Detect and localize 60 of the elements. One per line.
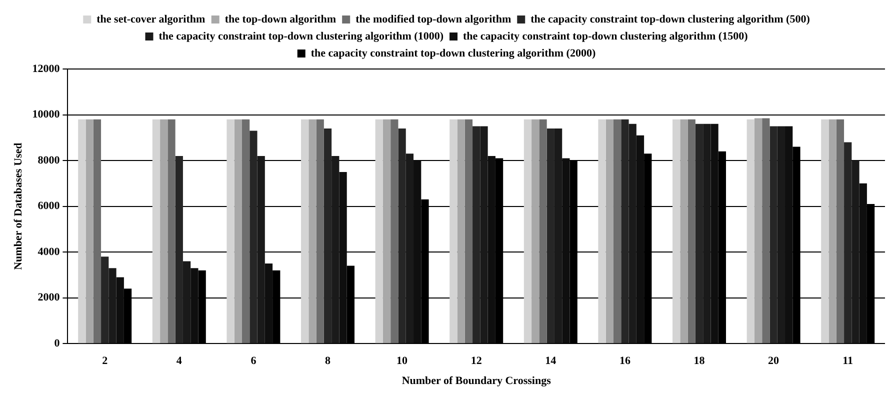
legend-label: the top-down algorithm bbox=[224, 13, 336, 26]
bar bbox=[613, 119, 622, 344]
y-tick-label: 6000 bbox=[38, 200, 60, 212]
bar bbox=[450, 119, 458, 344]
bar bbox=[226, 119, 234, 344]
bar bbox=[152, 119, 160, 344]
y-tick-label: 12000 bbox=[32, 62, 60, 75]
bar bbox=[78, 119, 86, 344]
x-tick-label: 10 bbox=[396, 355, 408, 368]
x-tick-label: 16 bbox=[619, 355, 631, 368]
legend-label: the capacity constraint top-down clustering algorithm (500) bbox=[530, 13, 810, 26]
bar bbox=[308, 119, 316, 344]
x-tick-label: 11 bbox=[842, 355, 854, 368]
bar bbox=[316, 119, 324, 344]
bar bbox=[234, 119, 242, 344]
bar bbox=[390, 119, 398, 344]
bar bbox=[606, 119, 614, 344]
legend-label: the capacity constraint top-down clustering algorithm (2000) bbox=[310, 47, 596, 60]
bar bbox=[836, 119, 844, 344]
bar bbox=[464, 119, 473, 344]
x-tick-label: 12 bbox=[470, 355, 482, 368]
bar bbox=[86, 119, 94, 344]
y-tick-label: 4000 bbox=[38, 246, 60, 258]
bar bbox=[688, 119, 696, 344]
legend-label: the capacity constraint top-down clustering algorithm (1500) bbox=[463, 30, 748, 42]
x-axis-title: Number of Boundary Crossings bbox=[402, 375, 552, 388]
bar bbox=[598, 119, 606, 344]
bar bbox=[160, 119, 168, 344]
y-axis-title: Number of Databases Used bbox=[12, 142, 24, 270]
legend-label: the modified top-down algorithm bbox=[356, 13, 512, 26]
bar bbox=[680, 119, 688, 344]
bar bbox=[93, 119, 102, 344]
bar bbox=[532, 119, 540, 344]
bar bbox=[524, 119, 532, 344]
bar bbox=[301, 119, 309, 344]
x-tick-label: 18 bbox=[694, 355, 706, 368]
bar bbox=[457, 119, 465, 344]
bar bbox=[242, 119, 250, 344]
bar bbox=[382, 119, 391, 344]
x-tick-label: 14 bbox=[545, 355, 557, 368]
bar bbox=[828, 119, 836, 344]
bar bbox=[168, 119, 176, 344]
x-tick-label: 2 bbox=[102, 355, 108, 368]
bar bbox=[746, 119, 754, 344]
bar bbox=[539, 119, 547, 344]
legend-label: the set-cover algorithm bbox=[96, 13, 206, 26]
y-tick-label: 8000 bbox=[38, 154, 60, 166]
bar bbox=[762, 118, 770, 344]
x-tick-label: 6 bbox=[250, 355, 257, 368]
y-tick-label: 10000 bbox=[32, 108, 60, 121]
legend-label: the capacity constraint top-down clustering algorithm (1000) bbox=[158, 30, 444, 42]
x-tick-label: 8 bbox=[325, 355, 331, 368]
y-tick-label: 2000 bbox=[38, 292, 60, 304]
bar bbox=[821, 119, 829, 344]
x-tick-label: 4 bbox=[176, 355, 182, 368]
bar bbox=[375, 119, 383, 344]
bar bbox=[754, 118, 762, 344]
bar bbox=[672, 119, 680, 344]
x-tick-label: 20 bbox=[768, 355, 780, 368]
y-tick-label: 0 bbox=[54, 337, 60, 350]
